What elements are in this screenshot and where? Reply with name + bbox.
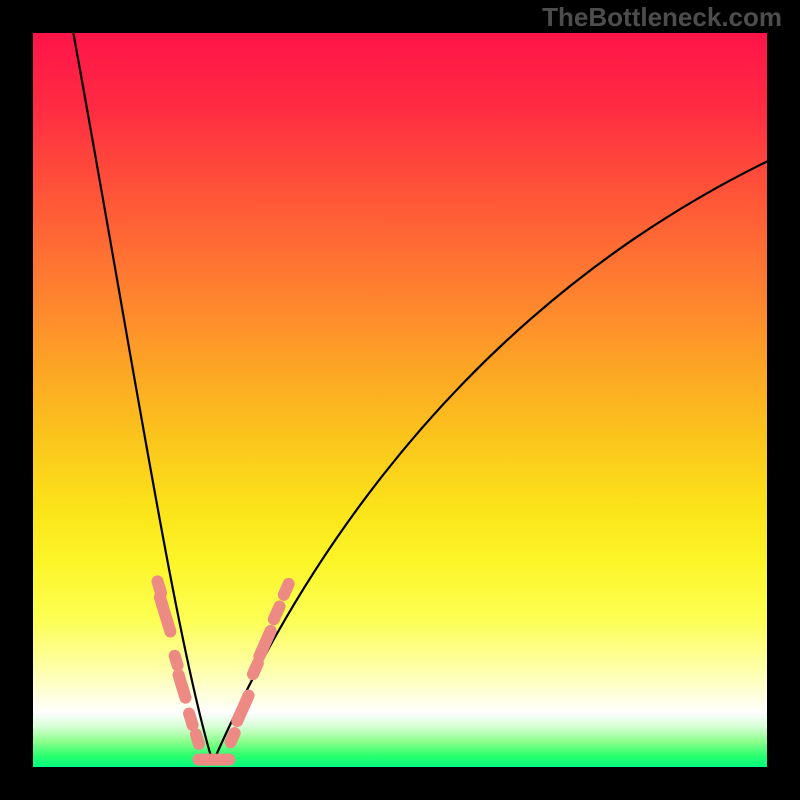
bottleneck-chart — [0, 0, 800, 800]
data-marker — [253, 663, 258, 674]
data-marker — [189, 714, 192, 725]
data-marker — [274, 606, 280, 619]
plot-background — [33, 33, 767, 767]
watermark-text: TheBottleneck.com — [542, 2, 782, 33]
data-marker — [175, 656, 178, 666]
data-marker — [284, 584, 289, 595]
data-marker — [196, 734, 199, 744]
data-marker — [179, 675, 186, 698]
data-marker — [231, 733, 235, 742]
